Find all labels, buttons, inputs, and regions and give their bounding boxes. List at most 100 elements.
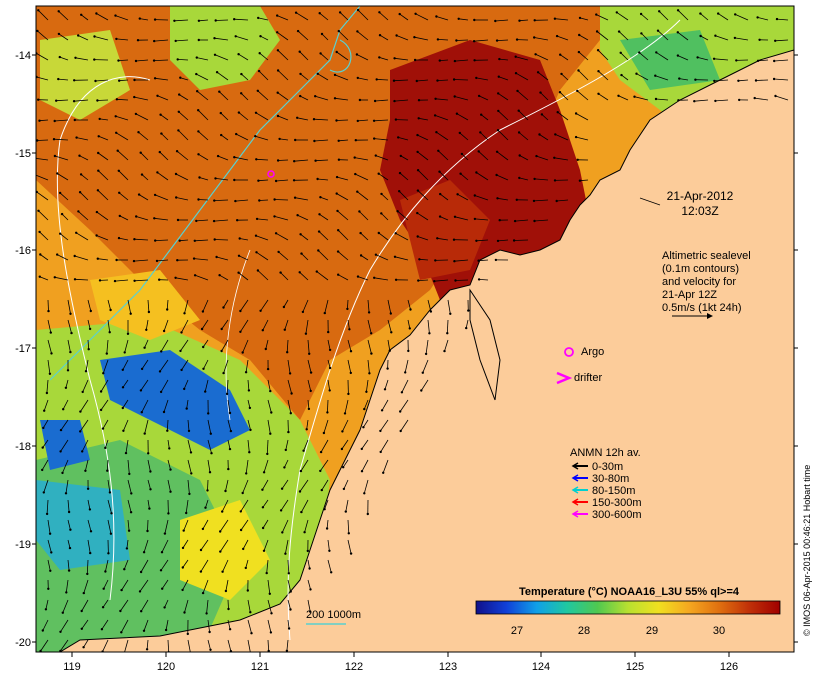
- velocity-arrow: [342, 419, 349, 432]
- colorbar-tick: 27: [511, 625, 523, 637]
- velocity-arrow: [219, 274, 229, 281]
- velocity-arrow: [106, 339, 109, 354]
- velocity-arrowhead: [328, 366, 332, 370]
- velocity-arrowhead: [380, 192, 383, 196]
- velocity-arrowhead: [377, 172, 380, 175]
- velocity-arrowhead: [154, 239, 157, 242]
- velocity-arrowhead: [553, 179, 557, 182]
- velocity-arrowhead: [359, 254, 363, 257]
- velocity-arrowhead: [308, 567, 311, 570]
- velocity-arrow: [257, 270, 269, 281]
- velocity-arrowhead: [378, 11, 381, 14]
- velocity-arrowhead: [516, 89, 519, 93]
- velocity-arrowhead: [126, 332, 130, 335]
- velocity-arrow: [347, 319, 350, 330]
- velocity-arrow: [300, 233, 309, 241]
- velocity-arrow: [67, 519, 71, 530]
- velocity-arrow: [337, 251, 349, 261]
- velocity-arrowhead: [47, 309, 50, 313]
- velocity-arrow: [146, 639, 149, 650]
- velocity-arrowhead: [166, 429, 169, 432]
- velocity-arrow: [283, 299, 289, 308]
- velocity-arrowhead: [197, 153, 200, 156]
- velocity-arrow: [161, 133, 169, 141]
- velocity-arrow: [60, 619, 69, 633]
- velocity-arrowhead: [45, 512, 49, 516]
- colorbar: Temperature (°C) NOAA16_L3U 55% ql>=4 27…: [475, 586, 781, 637]
- velocity-arrowhead: [101, 606, 105, 609]
- velocity-arrow: [65, 579, 69, 593]
- velocity-arrow: [80, 174, 89, 181]
- velocity-arrowhead: [222, 306, 225, 309]
- velocity-arrow: [96, 211, 109, 221]
- velocity-arrowhead: [494, 258, 498, 262]
- velocity-arrow: [417, 212, 429, 221]
- velocity-arrow: [275, 232, 289, 241]
- velocity-arrowhead: [309, 371, 313, 374]
- velocity-arrowhead: [301, 310, 305, 314]
- velocity-arrow: [60, 439, 69, 452]
- velocity-arrowhead: [309, 389, 312, 393]
- velocity-arrowhead: [733, 36, 737, 40]
- velocity-arrowhead: [143, 346, 146, 349]
- velocity-arrowhead: [555, 34, 559, 38]
- velocity-arrow: [277, 92, 289, 101]
- velocity-arrowhead: [234, 35, 237, 38]
- velocity-arrow: [755, 79, 769, 81]
- velocity-arrowhead: [248, 406, 252, 410]
- velocity-arrow: [439, 59, 449, 61]
- velocity-arrowhead: [408, 327, 411, 330]
- velocity-arrow: [497, 197, 509, 201]
- velocity-arrow: [315, 159, 329, 162]
- velocity-arrowhead: [134, 59, 138, 63]
- velocity-arrow: [45, 599, 49, 610]
- velocity-arrow: [318, 231, 329, 241]
- velocity-arrow: [381, 213, 389, 221]
- y-tick-label: -19: [15, 539, 31, 551]
- velocity-arrowhead: [41, 629, 44, 632]
- velocity-arrowhead: [227, 607, 230, 611]
- velocity-arrow: [345, 499, 349, 512]
- velocity-arrowhead: [119, 609, 122, 613]
- velocity-arrow: [259, 199, 269, 201]
- velocity-arrow: [181, 359, 189, 371]
- velocity-arrow: [303, 439, 309, 451]
- velocity-arrowhead: [42, 491, 45, 494]
- velocity-arrowhead: [278, 137, 281, 141]
- velocity-arrow: [179, 239, 189, 242]
- velocity-arrow: [39, 231, 49, 241]
- velocity-arrow: [138, 131, 149, 141]
- velocity-arrowhead: [370, 332, 373, 335]
- velocity-arrowhead: [495, 173, 498, 177]
- velocity-arrow: [62, 459, 69, 474]
- velocity-arrowhead: [142, 551, 146, 554]
- velocity-arrow: [375, 254, 389, 261]
- x-tick-label: 125: [626, 661, 644, 673]
- velocity-arrow: [700, 35, 709, 41]
- velocity-arrow: [117, 150, 129, 161]
- velocity-arrow: [214, 239, 229, 241]
- velocity-arrow: [419, 258, 429, 261]
- velocity-arrow: [126, 539, 129, 549]
- velocity-arrow: [247, 379, 250, 391]
- velocity-arrowhead: [279, 509, 283, 512]
- velocity-arrow: [258, 179, 269, 182]
- velocity-arrowhead: [68, 546, 72, 550]
- velocity-arrow: [556, 35, 569, 41]
- velocity-arrowhead: [265, 571, 268, 575]
- velocity-arrowhead: [148, 507, 151, 510]
- velocity-arrowhead: [81, 450, 84, 453]
- velocity-arrow: [178, 94, 189, 101]
- velocity-arrow: [182, 539, 189, 549]
- velocity-arrowhead: [100, 628, 104, 631]
- velocity-arrowhead: [595, 30, 599, 33]
- velocity-arrow: [47, 539, 52, 553]
- velocity-arrowhead: [699, 34, 702, 38]
- velocity-arrowhead: [518, 19, 521, 22]
- y-tick-label: -17: [15, 343, 31, 355]
- velocity-arrow: [42, 619, 49, 631]
- velocity-arrow: [199, 177, 209, 181]
- velocity-arrowhead: [453, 95, 456, 98]
- velocity-arrow: [327, 539, 330, 551]
- velocity-arrow: [164, 519, 169, 534]
